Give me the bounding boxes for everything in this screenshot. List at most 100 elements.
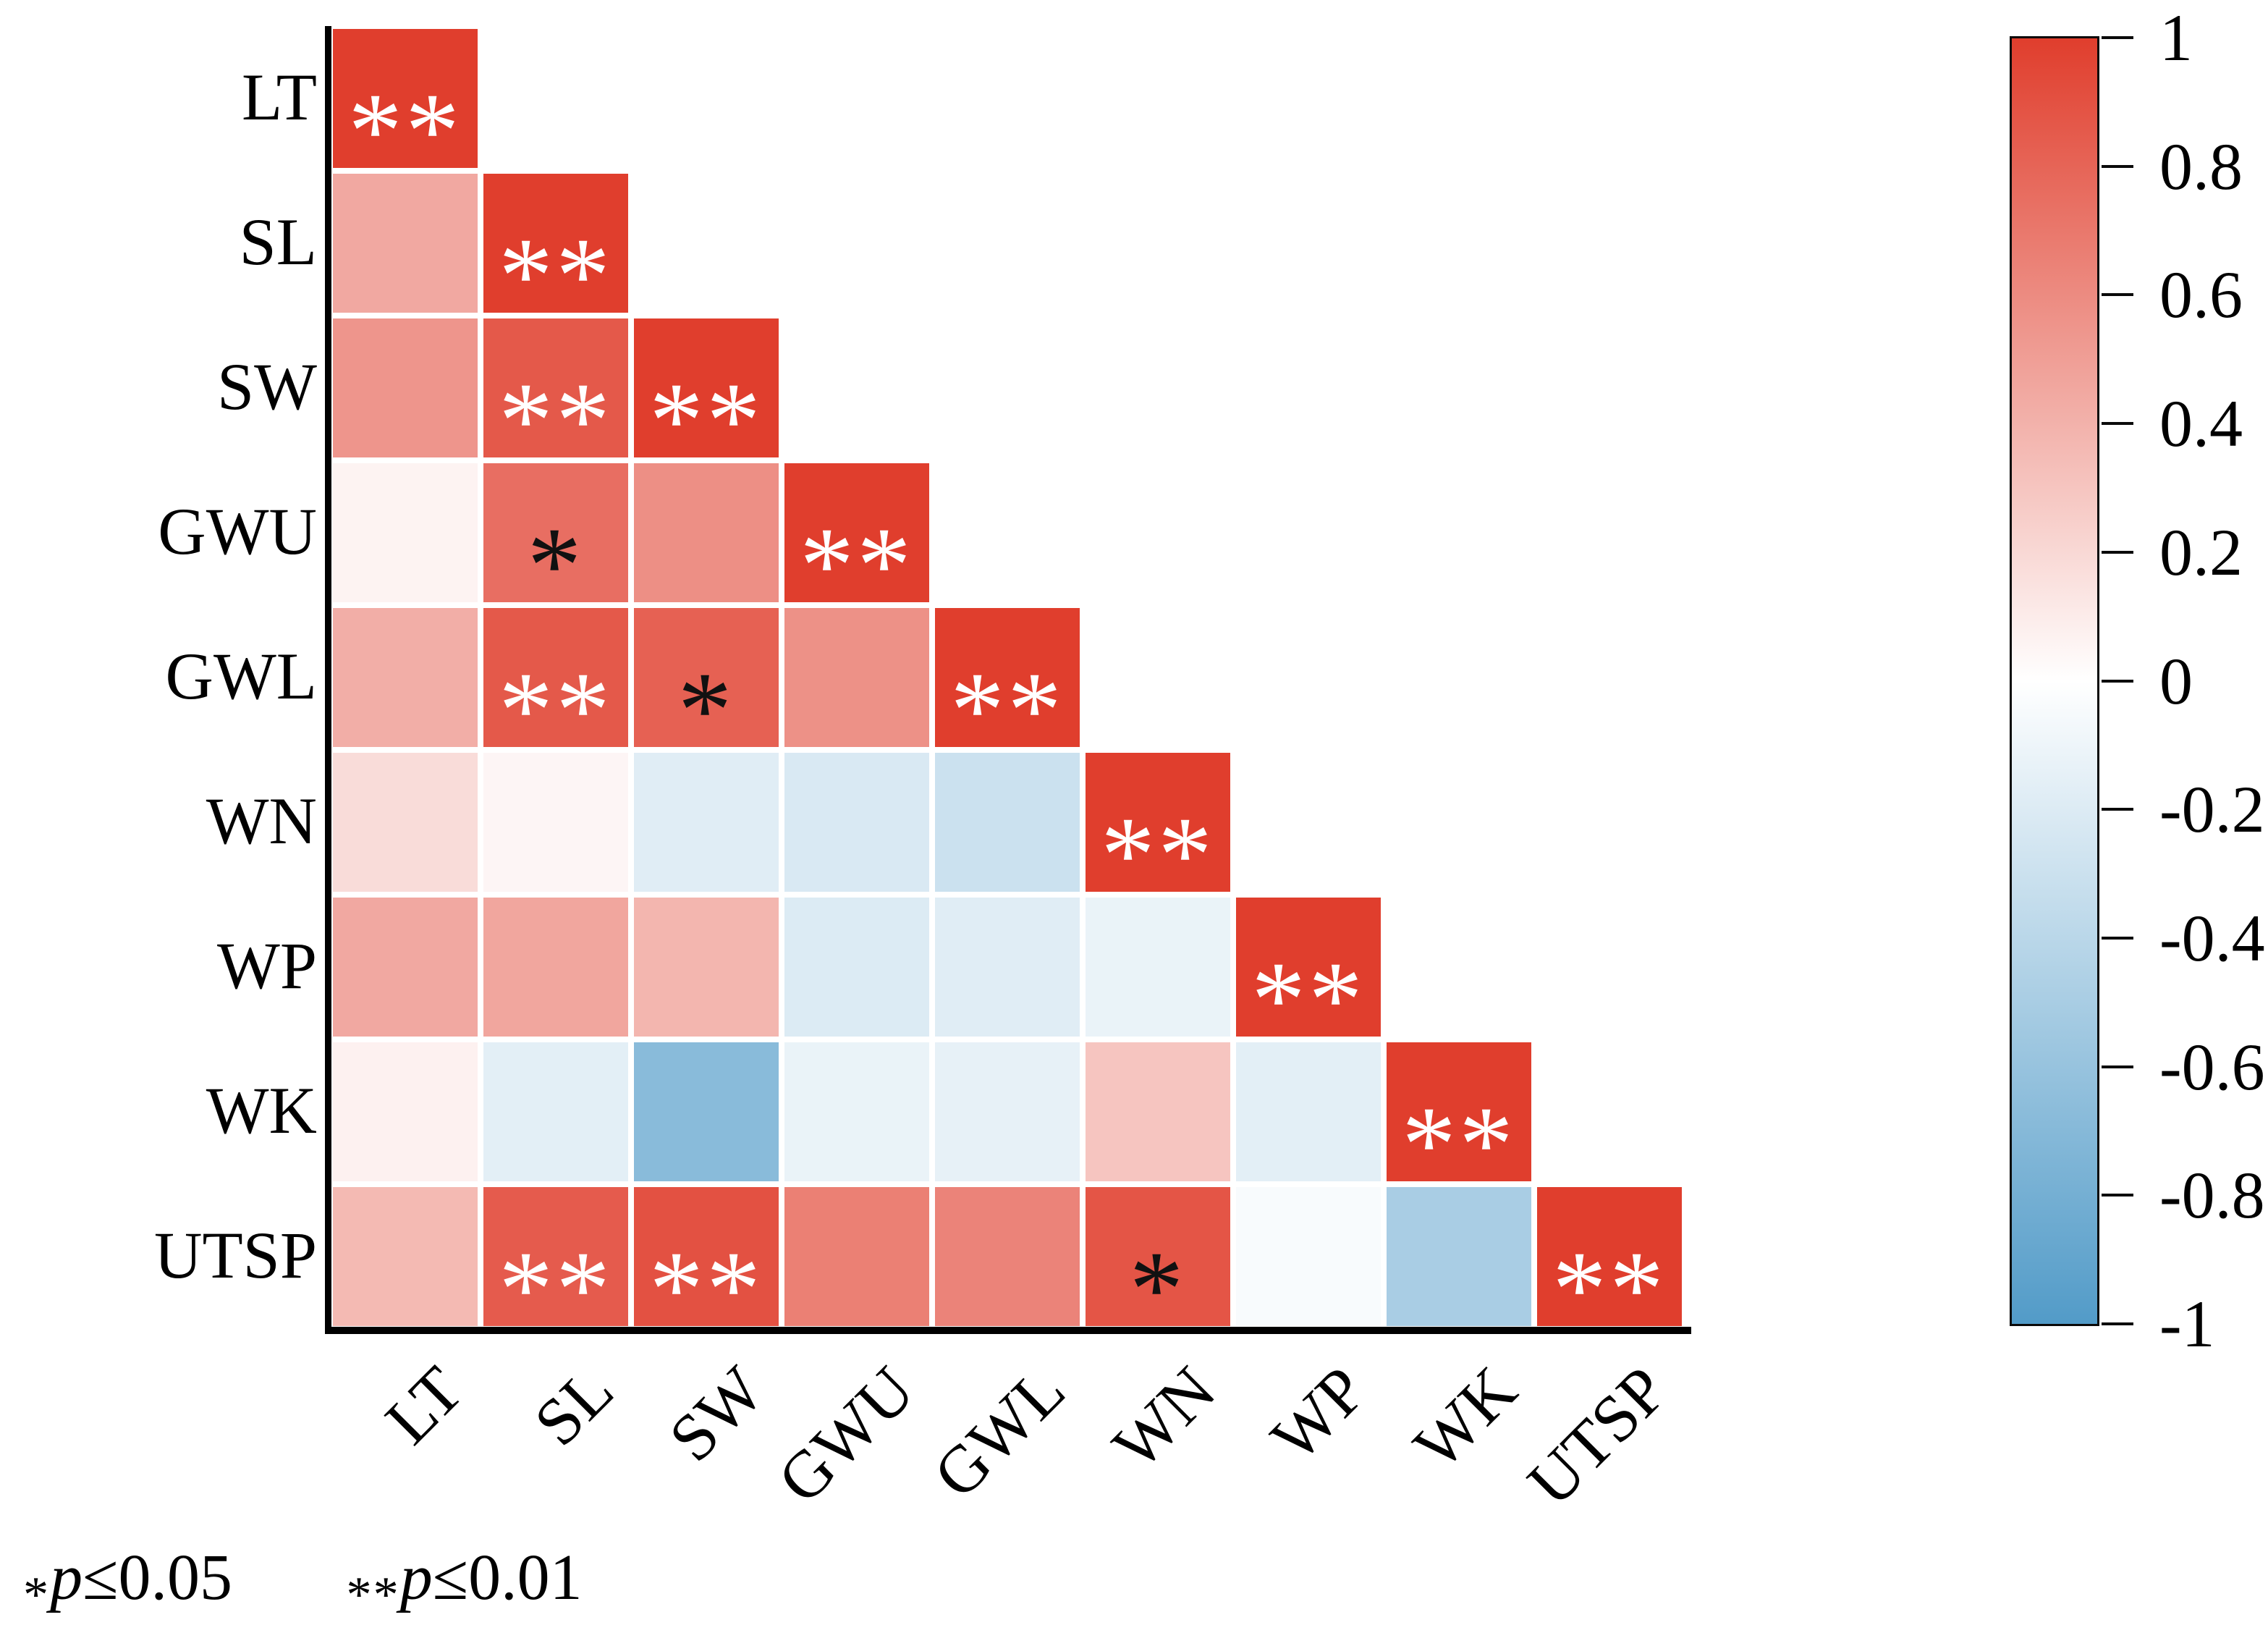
matrix-cell: [333, 608, 478, 747]
col-label-sw: SW: [654, 1352, 778, 1476]
matrix-cell: [784, 753, 929, 892]
matrix-cell: *: [634, 608, 779, 764]
row-label-wn: WN: [206, 784, 317, 858]
single-asterisk-marker: *: [23, 1566, 51, 1623]
matrix-cell: **: [935, 608, 1080, 764]
row-label-gwu: GWU: [158, 494, 317, 569]
row-label-sw: SW: [217, 350, 317, 424]
significance-marker: **: [499, 650, 613, 770]
matrix-cell: [634, 898, 779, 1037]
matrix-cell: **: [634, 1187, 779, 1343]
matrix-cell: [333, 174, 478, 313]
colorbar-tick: [2102, 550, 2133, 554]
matrix-cell: [634, 1042, 779, 1181]
significance-marker: **: [348, 71, 462, 191]
matrix-cell: [1236, 1187, 1381, 1326]
col-label-wk: WK: [1400, 1352, 1531, 1483]
significance-marker: **: [800, 505, 914, 625]
colorbar-tick-label: 0.6: [2159, 258, 2243, 332]
col-label-utsp: UTSP: [1513, 1352, 1681, 1520]
matrix-cell: **: [1537, 1187, 1682, 1343]
significance-legend: *p≤0.05 **p≤0.01: [23, 1542, 583, 1623]
colorbar-tick: [2102, 422, 2133, 426]
matrix-cell: [784, 608, 929, 747]
row-label-wp: WP: [217, 929, 317, 1003]
colorbar-tick: [2102, 936, 2133, 940]
matrix-cell: [784, 1042, 929, 1181]
significance-marker: **: [649, 1229, 763, 1349]
col-label-wn: WN: [1099, 1352, 1230, 1483]
colorbar-tick-label: 0.8: [2159, 129, 2243, 203]
colorbar-tick-label: 0.2: [2159, 515, 2243, 589]
matrix-cell: [333, 463, 478, 602]
colorbar-tick-label: 0: [2159, 643, 2193, 718]
matrix-cell: [483, 1042, 628, 1181]
significance-marker: *: [677, 650, 735, 770]
matrix-cell: **: [1236, 898, 1381, 1054]
colorbar-tick-label: -0.2: [2159, 772, 2265, 847]
colorbar-tick-label: -1: [2159, 1287, 2215, 1361]
row-label-wk: WK: [206, 1073, 317, 1148]
row-label-utsp: UTSP: [154, 1218, 317, 1293]
legend-threshold-text: ≤0.01: [432, 1542, 583, 1613]
significance-marker: *: [527, 505, 585, 625]
legend-item-p05: *p≤0.05: [23, 1542, 232, 1623]
col-label-lt: LT: [371, 1352, 477, 1459]
col-label-sl: SL: [520, 1352, 627, 1460]
col-label-gwl: GWL: [919, 1352, 1079, 1512]
colorbar-tick-label: -0.4: [2159, 900, 2265, 975]
matrix-cell: [935, 753, 1080, 892]
y-axis-line: [325, 26, 331, 1334]
matrix-cell: [333, 1042, 478, 1181]
matrix-cell: [935, 1187, 1080, 1326]
matrix-cell: **: [483, 174, 628, 330]
colorbar-tick: [2102, 1194, 2133, 1197]
x-axis-line: [325, 1327, 1691, 1334]
legend-p-symbol: p: [399, 1542, 433, 1613]
matrix-cell: **: [333, 29, 478, 185]
matrix-cell: [483, 898, 628, 1037]
matrix-cell: [1387, 1187, 1531, 1326]
matrix-cell: **: [1387, 1042, 1531, 1199]
significance-marker: **: [499, 1229, 613, 1349]
col-label-gwu: GWU: [763, 1352, 928, 1517]
matrix-cell: **: [483, 1187, 628, 1343]
significance-marker: **: [499, 216, 613, 336]
colorbar-tick-label: -0.6: [2159, 1029, 2265, 1104]
matrix-cell: **: [483, 608, 628, 764]
colorbar-tick: [2102, 1065, 2133, 1068]
matrix-cell: **: [1086, 753, 1230, 909]
significance-marker: **: [1251, 940, 1366, 1060]
significance-marker: **: [499, 360, 613, 481]
matrix-cell: [333, 1187, 478, 1326]
colorbar-tick: [2102, 808, 2133, 811]
matrix-cell: [784, 898, 929, 1037]
colorbar-tick-label: 0.4: [2159, 387, 2243, 461]
colorbar-tick: [2102, 164, 2133, 168]
matrix-cell: **: [634, 318, 779, 475]
row-label-sl: SL: [239, 205, 317, 279]
legend-p-symbol: p: [50, 1542, 83, 1613]
significance-marker: **: [1402, 1084, 1516, 1204]
matrix-cell: [634, 463, 779, 602]
colorbar-tick: [2102, 679, 2133, 683]
matrix-cell: [935, 1042, 1080, 1181]
matrix-cell: [1086, 898, 1230, 1037]
colorbar-tick: [2102, 1322, 2133, 1325]
row-label-gwl: GWL: [165, 639, 317, 714]
legend-threshold-text: ≤0.05: [82, 1542, 232, 1613]
legend-item-p01: **p≤0.01: [347, 1542, 583, 1623]
matrix-cell: [935, 898, 1080, 1037]
matrix-cell: **: [483, 318, 628, 475]
significance-marker: *: [1129, 1229, 1187, 1349]
matrix-cell: [333, 898, 478, 1037]
colorbar-tick-label: 1: [2159, 1, 2193, 75]
colorbar-tick-label: -0.8: [2159, 1158, 2265, 1233]
col-label-wp: WP: [1256, 1352, 1380, 1476]
matrix-cell: [333, 318, 478, 457]
matrix-cell: *: [483, 463, 628, 620]
matrix-cell: [1236, 1042, 1381, 1181]
colorbar-tick: [2102, 36, 2133, 39]
significance-marker: **: [1552, 1229, 1667, 1349]
